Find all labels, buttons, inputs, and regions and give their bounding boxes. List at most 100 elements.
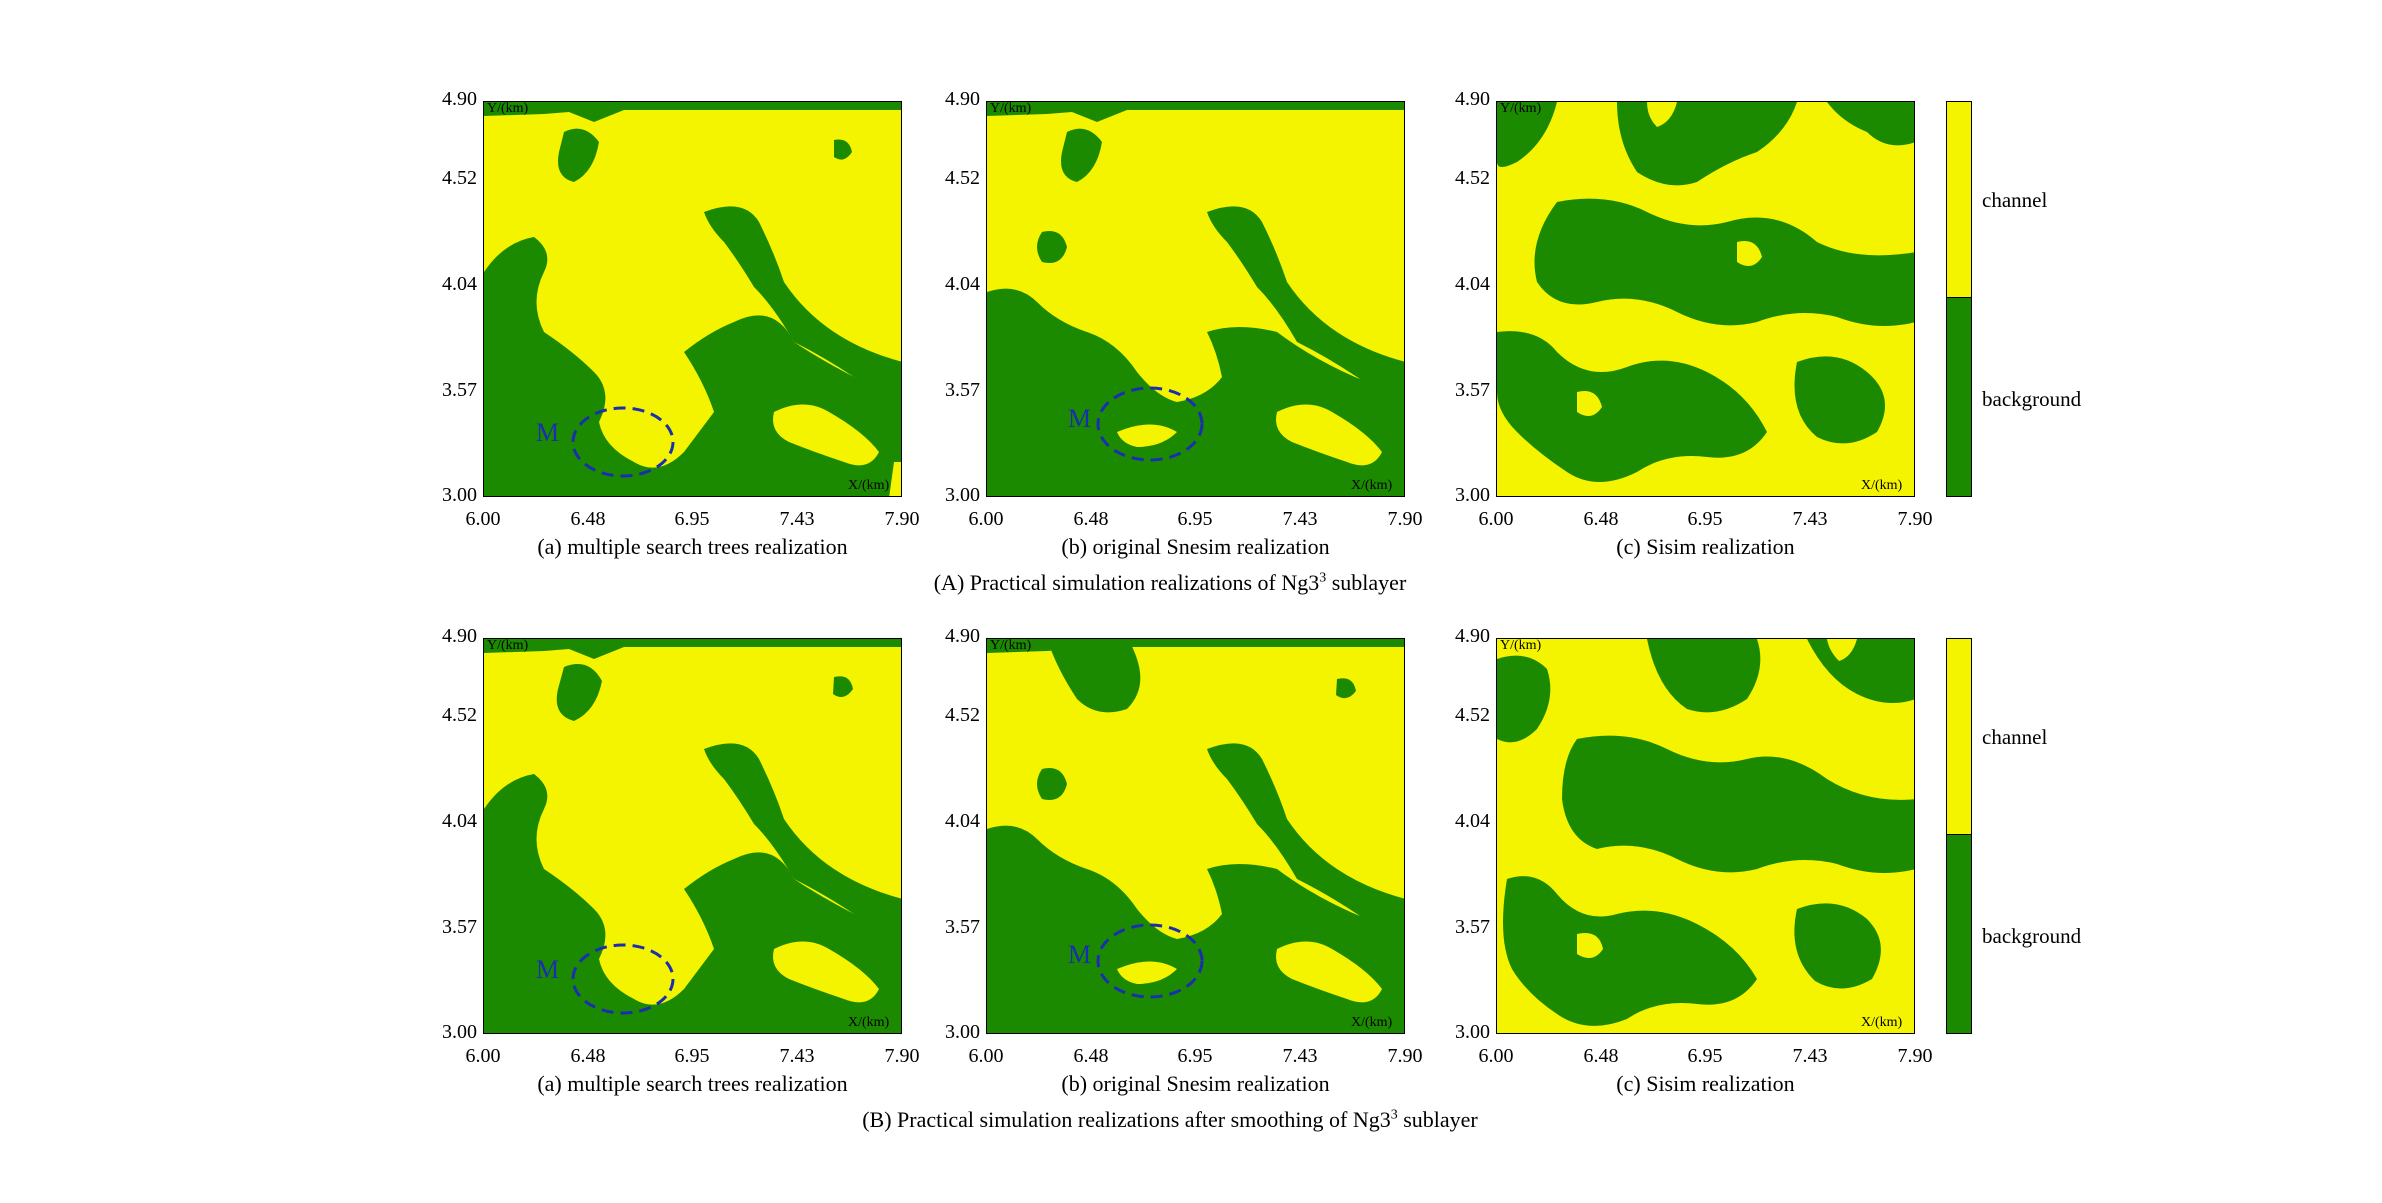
ytick: 3.00: [945, 1021, 980, 1043]
legend-channel-swatch: [1946, 101, 1972, 299]
map-a-row2-svg: [484, 639, 901, 1033]
legend-background-label: background: [1982, 387, 2082, 411]
marker-m-label: M: [536, 418, 560, 447]
ytick: 4.04: [442, 810, 477, 832]
xtick: 7.90: [1897, 1045, 1933, 1067]
xtick: 6.00: [465, 508, 501, 530]
y-axis-title: Y/(km): [487, 101, 529, 116]
ytick: 4.04: [1455, 273, 1490, 295]
xtick: 6.00: [968, 508, 1004, 530]
legend-channel-swatch: [1946, 638, 1972, 836]
xtick: 6.00: [465, 1045, 501, 1067]
xtick: 7.43: [1282, 1045, 1318, 1067]
panel-caption: (a) multiple search trees realization: [537, 1071, 848, 1096]
ytick: 3.00: [1455, 484, 1490, 506]
ytick: 4.52: [442, 167, 477, 189]
legend-background-swatch: [1946, 297, 1972, 497]
map-c-row1-svg: [1497, 102, 1914, 496]
ytick: 4.90: [442, 88, 477, 110]
legend-background-label: background: [1982, 924, 2082, 948]
ytick: 3.00: [442, 1021, 477, 1043]
group-caption-b-sup: 3: [1390, 1107, 1398, 1123]
map-a-row1: [483, 101, 902, 497]
xtick: 6.95: [674, 508, 710, 530]
ytick: 3.57: [945, 379, 980, 401]
map-c-row1: [1496, 101, 1915, 497]
xtick: 6.95: [1177, 1045, 1213, 1067]
x-axis-title: X/(km): [1351, 478, 1393, 493]
xtick: 6.95: [1687, 1045, 1723, 1067]
x-axis-title: X/(km): [1351, 1015, 1393, 1030]
x-axis-title: X/(km): [848, 1015, 890, 1030]
xtick: 7.43: [779, 508, 815, 530]
ytick: 4.90: [1455, 88, 1490, 110]
panel-caption: (b) original Snesim realization: [1061, 534, 1330, 559]
map-b-row1: [986, 101, 1405, 497]
panel-caption: (a) multiple search trees realization: [537, 534, 848, 559]
legend-background-swatch: [1946, 834, 1972, 1034]
map-b-row2: [986, 638, 1405, 1034]
ytick: 4.90: [945, 88, 980, 110]
map-a-row2: [483, 638, 902, 1034]
ytick: 3.57: [442, 916, 477, 938]
panel-caption: (b) original Snesim realization: [1061, 1071, 1330, 1096]
y-axis-title: Y/(km): [1500, 101, 1542, 116]
ytick: 4.90: [945, 625, 980, 647]
xtick: 6.00: [1478, 1045, 1514, 1067]
ytick: 4.52: [945, 704, 980, 726]
marker-m-label: M: [536, 955, 560, 984]
group-caption-a-tail: sublayer: [1326, 570, 1407, 595]
group-caption-b-tail: sublayer: [1397, 1107, 1478, 1132]
marker-m-label: M: [1068, 940, 1092, 969]
xtick: 6.48: [570, 508, 606, 530]
ytick: 3.00: [945, 484, 980, 506]
legend-channel-label: channel: [1982, 725, 2048, 749]
ytick: 3.57: [1455, 379, 1490, 401]
ytick: 4.52: [945, 167, 980, 189]
xtick: 7.43: [1792, 508, 1828, 530]
ytick: 3.57: [1455, 916, 1490, 938]
xtick: 7.43: [779, 1045, 815, 1067]
xtick: 6.95: [1687, 508, 1723, 530]
ytick: 4.04: [945, 810, 980, 832]
xtick: 6.48: [570, 1045, 606, 1067]
xtick: 6.95: [674, 1045, 710, 1067]
map-c-row2-svg: [1497, 639, 1914, 1033]
ytick: 3.57: [442, 379, 477, 401]
ytick: 4.90: [1455, 625, 1490, 647]
ytick: 4.52: [442, 704, 477, 726]
ytick: 3.00: [1455, 1021, 1490, 1043]
xtick: 7.90: [1387, 508, 1423, 530]
xtick: 7.43: [1282, 508, 1318, 530]
xtick: 7.90: [884, 508, 920, 530]
group-caption-a-sup: 3: [1319, 570, 1327, 586]
ytick: 4.04: [442, 273, 477, 295]
x-axis-title: X/(km): [848, 478, 890, 493]
group-caption-b: (B) Practical simulation realizations af…: [570, 1107, 1770, 1133]
map-c-row2: [1496, 638, 1915, 1034]
marker-m-label: M: [1068, 404, 1092, 433]
group-caption-a: (A) Practical simulation realizations of…: [570, 570, 1770, 596]
x-axis-title: X/(km): [1861, 478, 1903, 493]
y-axis-title: Y/(km): [990, 101, 1032, 116]
panel-caption: (c) Sisim realization: [1616, 1071, 1795, 1096]
xtick: 6.00: [1478, 508, 1514, 530]
ytick: 4.52: [1455, 704, 1490, 726]
ytick: 4.90: [442, 625, 477, 647]
ytick: 3.57: [945, 916, 980, 938]
xtick: 6.48: [1583, 1045, 1619, 1067]
panel-caption: (c) Sisim realization: [1616, 534, 1795, 559]
map-b-row2-svg: [987, 639, 1404, 1033]
ytick: 4.04: [1455, 810, 1490, 832]
y-axis-title: Y/(km): [1500, 638, 1542, 653]
y-axis-title: Y/(km): [487, 638, 529, 653]
ytick: 3.00: [442, 484, 477, 506]
ytick: 4.52: [1455, 167, 1490, 189]
xtick: 6.95: [1177, 508, 1213, 530]
legend-channel-label: channel: [1982, 188, 2048, 212]
map-a-row1-svg: [484, 102, 901, 496]
xtick: 7.90: [884, 1045, 920, 1067]
group-caption-b-main: (B) Practical simulation realizations af…: [862, 1107, 1391, 1132]
x-axis-title: X/(km): [1861, 1015, 1903, 1030]
xtick: 7.43: [1792, 1045, 1828, 1067]
